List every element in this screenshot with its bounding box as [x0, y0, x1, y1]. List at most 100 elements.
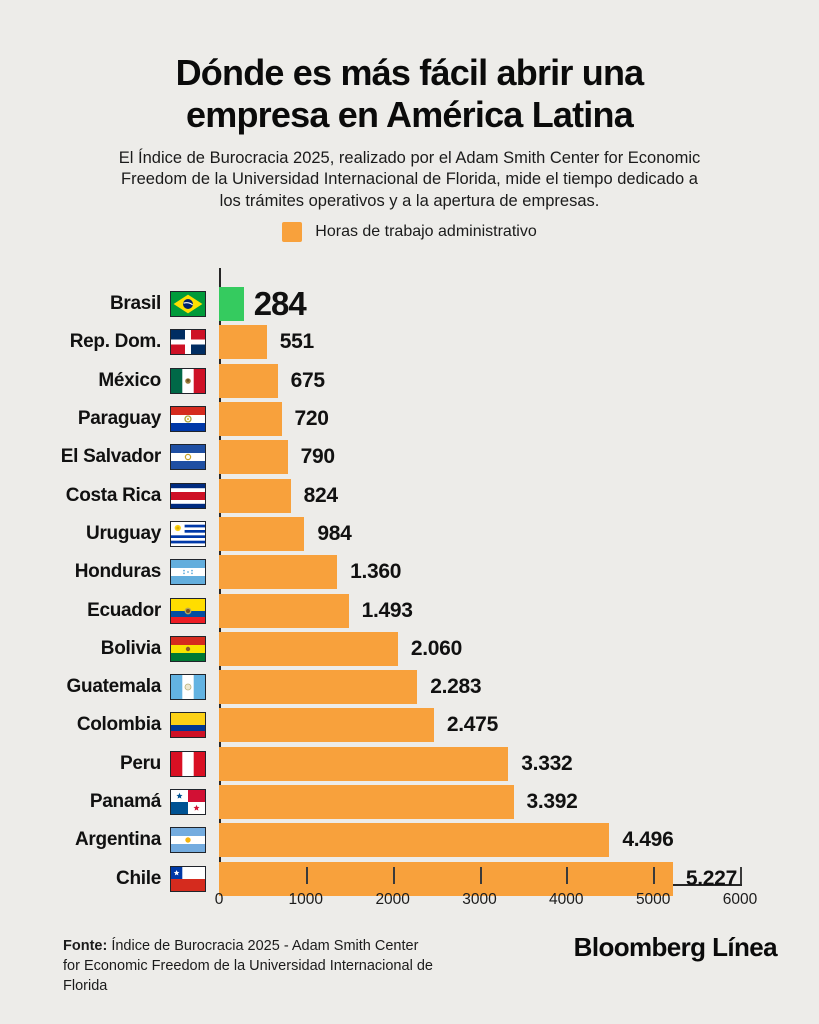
- flag-panama-icon: [170, 789, 206, 815]
- bar-chile: [219, 861, 673, 896]
- value-label-bolivia: 2.060: [410, 636, 462, 660]
- flag-costa-rica-icon: [170, 482, 206, 509]
- bar-cell-mexico: 675: [219, 362, 819, 400]
- legend-label: Horas de trabajo administrativo: [315, 223, 537, 240]
- legend-swatch-icon: [282, 222, 303, 242]
- bar-bolivia: [219, 631, 398, 666]
- chart-row-paraguay: Paraguay 720: [0, 400, 819, 438]
- label-cell-honduras: Honduras: [0, 559, 219, 586]
- value-label-rep-dom: 551: [279, 330, 314, 354]
- chart-row-bolivia: Bolivia 2.060: [0, 630, 819, 668]
- x-tick-2000: [392, 867, 395, 884]
- flag-honduras-icon: [170, 559, 206, 586]
- value-label-uruguay: 984: [317, 521, 352, 545]
- x-tick-label-6000: 6000: [722, 891, 758, 908]
- bar-cell-rep-dom: 551: [219, 323, 819, 361]
- country-label-peru: Peru: [119, 752, 161, 774]
- chart-rows: Brasil 284 Rep. Dom. 551 México 675 Paraguay 72…: [0, 285, 819, 898]
- bar-cell-ecuador: 1.493: [219, 591, 819, 629]
- value-label-colombia: 2.475: [446, 713, 498, 737]
- bar-cell-brasil: 284: [219, 285, 819, 323]
- bar-honduras: [219, 555, 338, 590]
- bar-cell-costa-rica: 824: [219, 476, 819, 514]
- value-label-honduras: 1.360: [350, 560, 402, 584]
- country-label-mexico: México: [98, 369, 161, 391]
- chart-row-rep-dom: Rep. Dom. 551: [0, 323, 819, 361]
- bar-paraguay: [219, 402, 282, 437]
- chart-row-chile: Chile 5.227: [0, 859, 819, 897]
- chart-row-colombia: Colombia 2.475: [0, 706, 819, 744]
- flag-paraguay-icon: [170, 406, 206, 433]
- label-cell-panama: Panamá: [0, 789, 219, 815]
- bar-cell-honduras: 1.360: [219, 553, 819, 591]
- bar-cell-chile: 5.227: [219, 859, 819, 897]
- chart-row-guatemala: Guatemala 2.283: [0, 668, 819, 706]
- flag-rep-dom-icon: [170, 329, 206, 356]
- source-label: Fonte:: [63, 938, 108, 954]
- chart-row-panama: Panamá 3.392: [0, 783, 819, 821]
- bar-cell-el-salvador: 790: [219, 438, 819, 476]
- value-label-costa-rica: 824: [303, 483, 338, 507]
- source-text: Índice de Burocracia 2025 - Adam Smith C…: [63, 938, 433, 994]
- bar-uruguay: [219, 516, 305, 551]
- value-label-brasil: 284: [253, 285, 307, 323]
- x-tick-label-2000: 2000: [375, 891, 410, 908]
- label-cell-paraguay: Paraguay: [0, 406, 219, 433]
- value-label-chile: 5.227: [685, 866, 737, 890]
- page-title: Dónde es más fácil abrir una empresa en …: [175, 52, 645, 136]
- x-tick-1000: [305, 867, 308, 884]
- label-cell-bolivia: Bolivia: [0, 635, 219, 662]
- country-label-costa-rica: Costa Rica: [65, 484, 162, 506]
- bar-el-salvador: [219, 440, 288, 475]
- x-tick-6000: [740, 867, 742, 884]
- flag-uruguay-icon: [170, 520, 206, 547]
- label-cell-costa-rica: Costa Rica: [0, 482, 219, 509]
- bar-cell-colombia: 2.475: [219, 706, 819, 744]
- value-label-peru: 3.332: [521, 751, 573, 775]
- bar-cell-bolivia: 2.060: [219, 630, 819, 668]
- value-label-ecuador: 1.493: [361, 598, 413, 622]
- bar-guatemala: [219, 670, 418, 705]
- label-cell-peru: Peru: [0, 750, 219, 777]
- value-label-paraguay: 720: [294, 407, 329, 431]
- chart-legend: Horas de trabajo administrativo: [0, 222, 819, 242]
- country-label-uruguay: Uruguay: [86, 522, 161, 544]
- bar-rep-dom: [219, 325, 267, 360]
- x-tick-3000: [479, 867, 482, 884]
- x-tick-4000: [566, 867, 569, 884]
- bar-cell-panama: 3.392: [219, 783, 819, 821]
- bar-mexico: [219, 363, 278, 398]
- x-tick-label-5000: 5000: [635, 891, 671, 908]
- flag-guatemala-icon: [170, 674, 206, 701]
- value-label-guatemala: 2.283: [430, 675, 482, 699]
- bar-colombia: [219, 708, 434, 743]
- country-label-brasil: Brasil: [109, 293, 161, 315]
- country-label-paraguay: Paraguay: [77, 408, 161, 430]
- country-label-chile: Chile: [116, 867, 161, 889]
- flag-argentina-icon: [170, 827, 206, 854]
- value-label-argentina: 4.496: [622, 828, 674, 852]
- flag-chile-icon: [170, 865, 206, 892]
- country-label-bolivia: Bolivia: [100, 637, 162, 659]
- source-note: Fonte: Índice de Burocracia 2025 - Adam …: [63, 936, 433, 996]
- flag-colombia-icon: [170, 712, 206, 739]
- label-cell-rep-dom: Rep. Dom.: [0, 329, 219, 356]
- bar-cell-argentina: 4.496: [219, 821, 819, 859]
- bar-panama: [219, 785, 514, 819]
- flag-brasil-icon: [170, 291, 206, 318]
- label-cell-el-salvador: El Salvador: [0, 444, 219, 471]
- chart-row-brasil: Brasil 284: [0, 285, 819, 323]
- country-label-honduras: Honduras: [74, 561, 162, 583]
- label-cell-mexico: México: [0, 367, 219, 394]
- bar-peru: [219, 746, 509, 781]
- chart-row-uruguay: Uruguay 984: [0, 515, 819, 553]
- x-tick-5000: [653, 867, 656, 884]
- x-tick-label-3000: 3000: [462, 891, 497, 908]
- bar-cell-uruguay: 984: [219, 515, 819, 553]
- chart-row-honduras: Honduras 1.360: [0, 553, 819, 591]
- value-label-mexico: 675: [290, 368, 325, 392]
- label-cell-guatemala: Guatemala: [0, 674, 219, 701]
- country-label-rep-dom: Rep. Dom.: [69, 331, 162, 353]
- label-cell-argentina: Argentina: [0, 827, 219, 854]
